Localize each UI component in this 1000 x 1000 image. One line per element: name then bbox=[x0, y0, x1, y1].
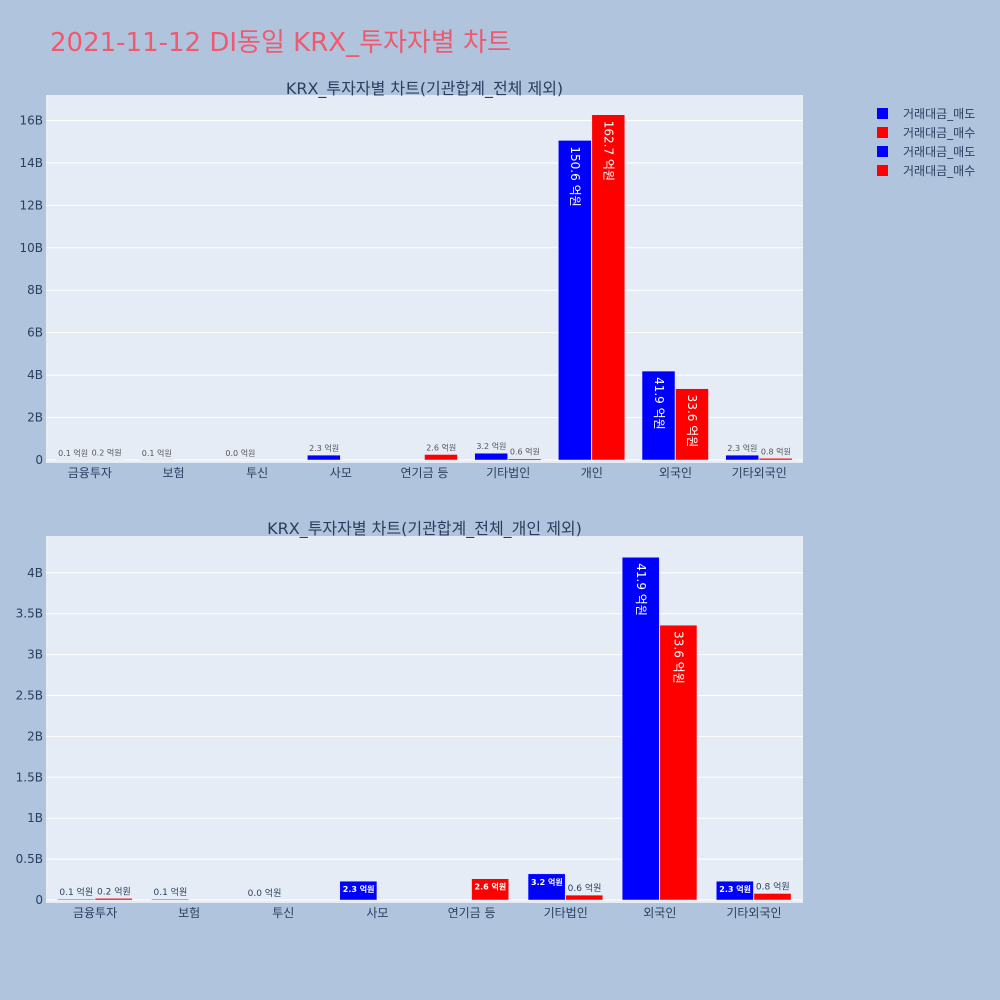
y-tick-label: 0 bbox=[35, 453, 43, 467]
legend-item-label: 거래대금_매수 bbox=[903, 164, 975, 178]
x-tick-label: 보험 bbox=[162, 466, 184, 480]
legend-item-label: 거래대금_매도 bbox=[903, 107, 975, 121]
legend-item-label: 거래대금_매도 bbox=[903, 145, 975, 159]
y-tick-label: 0 bbox=[35, 893, 43, 907]
data-label: 150.6 억원 bbox=[568, 146, 582, 206]
subplot-title: KRX_투자자별 차트(기관합계_전체 제외) bbox=[286, 79, 563, 99]
y-tick-label: 1.5B bbox=[16, 770, 43, 784]
data-label: 0.8 억원 bbox=[761, 446, 791, 456]
x-tick-label: 사모 bbox=[330, 466, 352, 480]
data-label: 162.7 억원 bbox=[602, 121, 616, 181]
data-label: 2.6 억원 bbox=[426, 442, 456, 452]
y-tick-label: 3B bbox=[27, 648, 43, 662]
bar-buy bbox=[659, 624, 698, 901]
data-label: 2.3 억원 bbox=[309, 443, 339, 453]
legend-swatch bbox=[877, 165, 888, 176]
bar-sell bbox=[151, 898, 189, 901]
x-tick-label: 사모 bbox=[366, 906, 388, 920]
bar-sell bbox=[641, 370, 676, 461]
y-tick-label: 4B bbox=[27, 566, 43, 580]
bar-buy bbox=[675, 388, 709, 461]
x-tick-label: 보험 bbox=[178, 906, 200, 920]
y-tick-label: 8B bbox=[27, 283, 43, 297]
legend-swatch bbox=[877, 146, 888, 157]
bar-buy bbox=[753, 893, 792, 901]
bar-sell bbox=[558, 140, 592, 461]
data-label: 2.3 억원 bbox=[727, 443, 757, 453]
y-tick-label: 0.5B bbox=[16, 852, 43, 866]
bar-sell bbox=[621, 557, 660, 901]
y-tick-label: 16B bbox=[19, 113, 43, 127]
bar-sell bbox=[716, 880, 754, 901]
bar-buy bbox=[758, 458, 793, 461]
data-label: 0.1 억원 bbox=[153, 886, 187, 898]
chart-panel-2: 0 0.5B 1B 1.5B 2B 2.5B 3B 3.5B 4B KRX_투자자별 차트(기관합… bbox=[16, 519, 803, 920]
x-tick-label: 개인 bbox=[581, 466, 603, 480]
bar-buy bbox=[565, 894, 604, 901]
bar-buy bbox=[424, 454, 458, 461]
x-tick-label: 외국인 bbox=[659, 466, 692, 480]
data-label: 3.2 억원 bbox=[476, 441, 506, 451]
legend-item-label: 거래대금_매수 bbox=[903, 126, 975, 140]
x-tick-label: 기타법인 bbox=[486, 466, 530, 480]
data-label: 0.1 억원 bbox=[58, 448, 88, 458]
data-label: 0.0 억원 bbox=[248, 887, 282, 899]
bar-buy bbox=[471, 878, 509, 901]
y-tick-label: 2B bbox=[27, 729, 43, 743]
y-tick-label: 2.5B bbox=[16, 689, 43, 703]
data-label: 0.1 억원 bbox=[142, 448, 172, 458]
chart-panel-1: 0 2B 4B 6B 8B 10B 12B 14B 16B KRX_투자자별 차트(기관합계_전체… bbox=[19, 79, 803, 480]
x-tick-label: 기타법인 bbox=[544, 906, 588, 920]
x-tick-label: 외국인 bbox=[643, 906, 676, 920]
bar-buy bbox=[94, 898, 133, 901]
bar-sell bbox=[339, 880, 378, 901]
x-tick-label: 금융투자 bbox=[68, 466, 112, 480]
y-tick-label: 10B bbox=[19, 241, 43, 255]
bar-buy bbox=[591, 114, 626, 461]
data-label: 2.3 억원 bbox=[719, 884, 751, 894]
y-tick-label: 14B bbox=[19, 156, 43, 170]
data-label: 41.9 억원 bbox=[634, 563, 648, 616]
x-tick-label: 금융투자 bbox=[73, 906, 117, 920]
data-label: 3.2 억원 bbox=[531, 877, 563, 887]
page-title: 2021-11-12 DI동일 KRX_투자자별 차트 bbox=[50, 28, 511, 58]
y-tick-label: 6B bbox=[27, 326, 43, 340]
x-tick-label: 기타외국인 bbox=[732, 466, 787, 480]
data-label: 0.8 억원 bbox=[756, 880, 790, 892]
data-label: 0.6 억원 bbox=[568, 882, 602, 894]
x-tick-label: 투신 bbox=[246, 466, 268, 480]
y-tick-label: 4B bbox=[27, 368, 43, 382]
data-label: 33.6 억원 bbox=[672, 631, 686, 684]
y-tick-label: 2B bbox=[27, 411, 43, 425]
y-tick-label: 1B bbox=[27, 811, 43, 825]
bar-buy bbox=[507, 458, 542, 461]
x-tick-label: 연기금 등 bbox=[448, 906, 496, 920]
y-tick-label: 3.5B bbox=[16, 607, 43, 621]
bar-sell bbox=[307, 454, 341, 461]
bar-sell bbox=[57, 898, 95, 901]
legend-swatch bbox=[877, 127, 888, 138]
data-label: 0.0 억원 bbox=[225, 448, 255, 458]
bar-sell bbox=[725, 454, 759, 461]
data-label: 2.6 억원 bbox=[475, 882, 507, 892]
legend-swatch bbox=[877, 108, 888, 119]
data-label: 0.6 억원 bbox=[510, 447, 540, 457]
data-label: 0.1 억원 bbox=[59, 886, 93, 898]
data-label: 2.3 억원 bbox=[343, 884, 375, 894]
data-label: 33.6 억원 bbox=[685, 395, 699, 448]
x-tick-label: 연기금 등 bbox=[401, 466, 449, 480]
x-tick-label: 투신 bbox=[272, 906, 294, 920]
bar-sell bbox=[474, 452, 508, 461]
data-label: 0.2 억원 bbox=[97, 885, 131, 897]
x-tick-label: 기타외국인 bbox=[726, 906, 781, 920]
bar-sell bbox=[527, 873, 566, 901]
subplot-title: KRX_투자자별 차트(기관합계_전체_개인 제외) bbox=[267, 519, 582, 539]
data-label: 0.2 억원 bbox=[92, 448, 122, 458]
y-tick-label: 12B bbox=[19, 198, 43, 212]
data-label: 41.9 억원 bbox=[652, 377, 666, 430]
